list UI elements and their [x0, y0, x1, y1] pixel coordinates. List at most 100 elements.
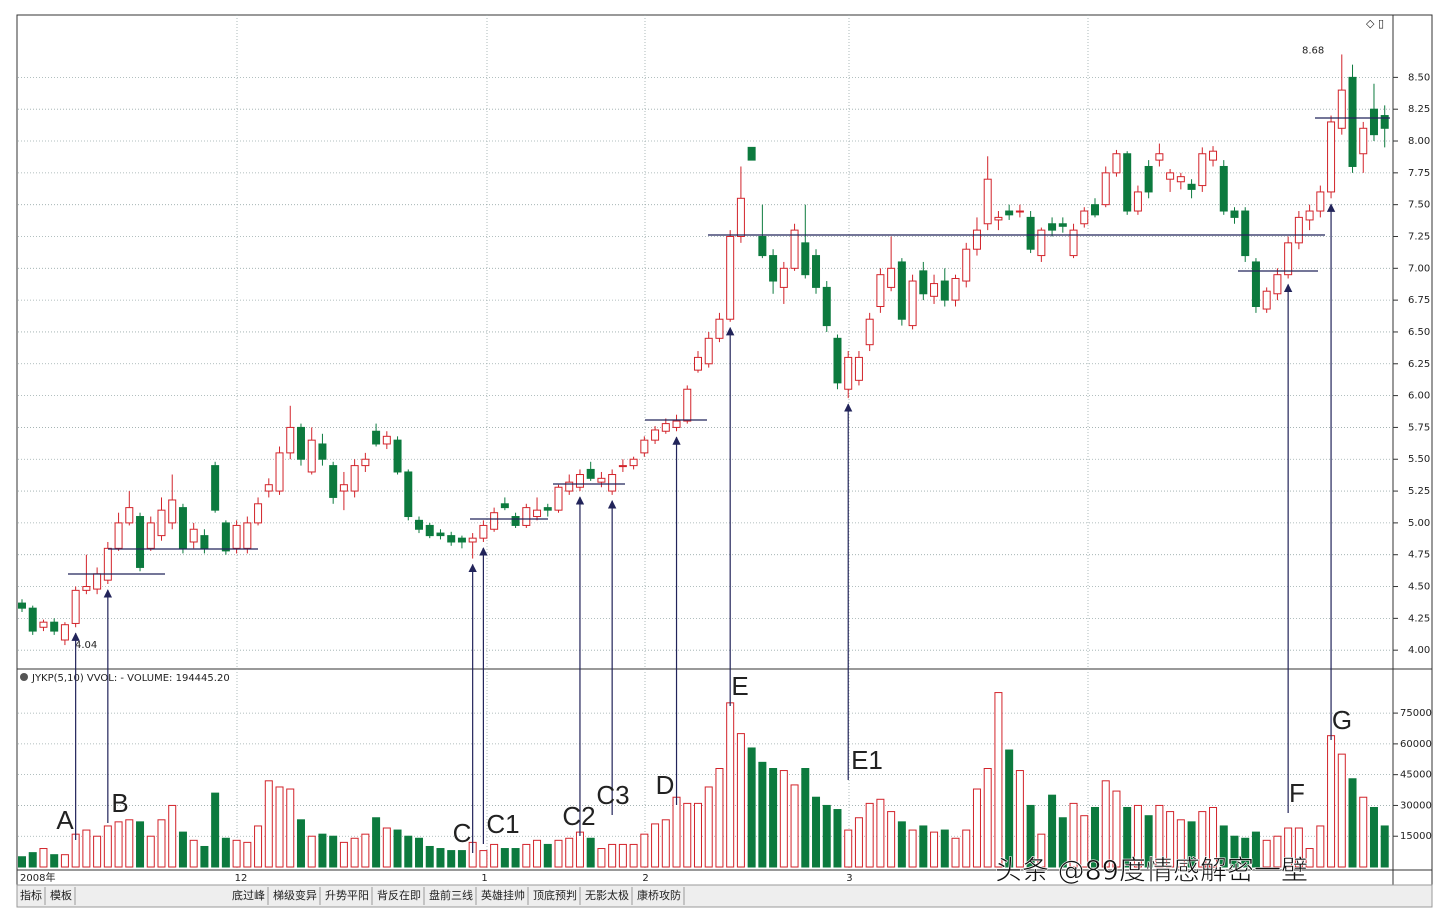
volume-bar — [1369, 806, 1378, 868]
toolbar-tab[interactable]: 底过峰 — [232, 888, 265, 902]
volume-bar — [565, 837, 574, 868]
toolbar-tab[interactable]: 无影太极 — [585, 888, 629, 902]
toolbar-tab[interactable]: 升势平阳 — [325, 889, 369, 902]
y2-tick-label: 30000 — [1400, 800, 1432, 811]
volume-bar — [1198, 811, 1207, 868]
volume-bar — [425, 845, 434, 868]
candle-body — [1219, 165, 1228, 212]
candle-body — [1176, 176, 1185, 183]
volume-bar — [1359, 796, 1368, 868]
volume-bar — [1069, 802, 1078, 868]
candle-body — [1058, 223, 1067, 227]
toolbar-tab[interactable]: 模板 — [50, 888, 72, 902]
candle-body — [758, 235, 767, 257]
indicator-icon — [20, 673, 28, 681]
toolbar-tab[interactable]: 指标 — [20, 888, 42, 902]
candle-body — [779, 267, 788, 288]
candle-body — [876, 274, 885, 307]
candle-body — [790, 229, 799, 269]
y-tick-label: 5.50 — [1408, 454, 1430, 465]
candle-body — [404, 471, 413, 518]
candle-body — [1305, 210, 1314, 221]
candle-body — [60, 624, 69, 641]
volume-bar — [1176, 819, 1185, 868]
candle-body — [1123, 153, 1132, 212]
volume-bar — [232, 839, 241, 868]
candle-body — [372, 430, 381, 445]
candle-body — [50, 621, 59, 632]
volume-bar — [940, 829, 949, 868]
volume-bar — [157, 819, 166, 868]
volume-bar — [758, 761, 767, 868]
candle-body — [940, 280, 949, 301]
toolbar-tab[interactable]: 盘前三线 — [429, 888, 473, 902]
candle-body — [490, 512, 499, 530]
candle-body — [1380, 115, 1389, 129]
volume-bar — [1251, 831, 1260, 868]
candle-body — [468, 537, 477, 543]
candle-body — [168, 499, 177, 524]
volume-bar — [178, 831, 187, 868]
toolbar-tab[interactable]: 康桥攻防 — [637, 888, 681, 902]
candle-body — [1091, 204, 1099, 216]
toolbar-tab[interactable]: 梯级变异 — [273, 888, 317, 902]
annotation-label: C3 — [596, 780, 629, 810]
candle-body — [1316, 191, 1325, 212]
y-tick-label: 4.25 — [1408, 613, 1430, 624]
volume-bar — [457, 850, 466, 868]
volume-bar — [844, 829, 853, 868]
volume-bar — [1348, 778, 1357, 868]
candle-body — [683, 388, 692, 422]
volume-bar — [876, 798, 885, 868]
y-tick-label: 8.00 — [1408, 136, 1430, 147]
candle-body — [511, 516, 520, 526]
toolbar-tab[interactable]: 英雄挂帅 — [481, 888, 525, 902]
y-tick-label: 5.00 — [1408, 518, 1430, 529]
candle-body — [1359, 127, 1368, 155]
volume-bar — [972, 788, 981, 868]
volume-bar — [661, 819, 670, 868]
candle-body — [415, 519, 424, 530]
candle-body — [425, 524, 434, 537]
candle-body — [575, 474, 584, 488]
toolbar-tab[interactable]: 顶底预判 — [533, 888, 577, 902]
volume-bar — [897, 821, 906, 868]
volume-bar — [1273, 835, 1282, 868]
y-tick-label: 8.25 — [1408, 104, 1430, 115]
volume-bar — [1091, 806, 1099, 868]
candle-body — [1230, 210, 1239, 218]
candle-body — [672, 420, 681, 428]
volume-bar — [833, 809, 842, 868]
volume-bar — [822, 804, 831, 868]
candle-body — [18, 602, 26, 609]
candle-body — [1026, 216, 1035, 250]
candle-body — [1133, 191, 1142, 212]
volume-bar — [1005, 749, 1014, 868]
candle-body — [736, 197, 745, 237]
toolbar-tab[interactable]: 背反在即 — [377, 888, 421, 902]
candle-body — [693, 356, 702, 371]
y-tick-label: 4.75 — [1408, 550, 1430, 561]
candle-body — [533, 509, 542, 518]
volume-bar — [500, 848, 509, 868]
candle-body — [618, 465, 627, 468]
candle-body — [1241, 210, 1250, 257]
candle-body — [114, 522, 123, 549]
volume-bar — [436, 848, 445, 868]
volume-bar — [629, 843, 638, 868]
y-tick-label: 7.75 — [1408, 168, 1430, 179]
volume-bar — [93, 835, 102, 868]
candle-body — [500, 503, 509, 509]
candle-body — [1155, 153, 1164, 161]
x-tick-label: 2 — [642, 873, 648, 884]
volume-bar — [490, 843, 499, 868]
candle-body — [983, 178, 992, 225]
candle-body — [157, 509, 166, 537]
volume-bar — [693, 802, 702, 868]
candle-body — [1327, 121, 1336, 193]
candle-body — [1187, 183, 1196, 190]
candle-body — [275, 452, 284, 492]
candle-body — [1348, 76, 1357, 167]
candle-body — [629, 458, 638, 467]
volume-bar — [683, 802, 692, 868]
